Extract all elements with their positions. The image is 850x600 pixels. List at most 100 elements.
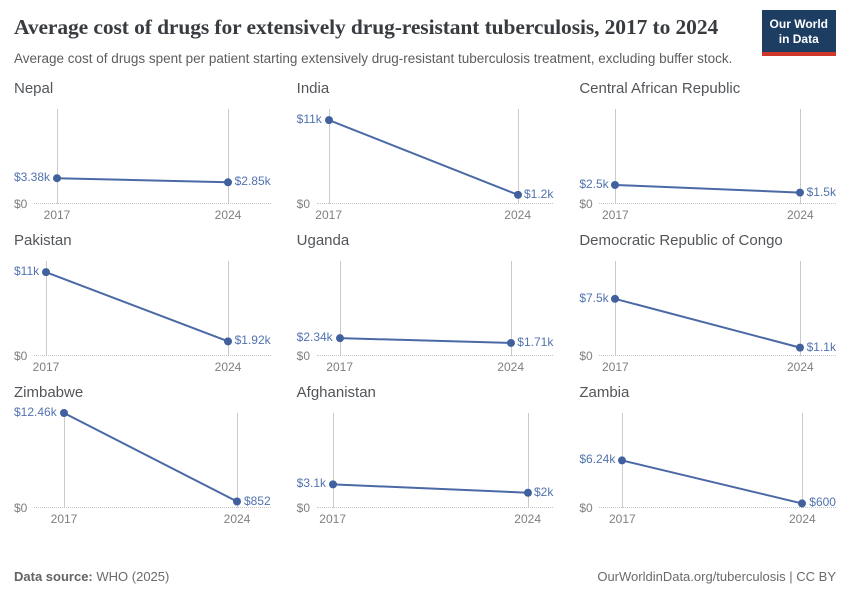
x-axis: 2017 2024 [297, 356, 554, 374]
facet-plot: $12.46k $852 $0 [14, 405, 271, 515]
facet-plot: $11k $1.2k $0 [296, 109, 554, 211]
trend-line-series [53, 174, 232, 187]
gridline-2017 [46, 261, 47, 357]
data-point-2017 [324, 116, 333, 125]
attribution: OurWorldinData.org/tuberculosis | CC BY [597, 569, 836, 584]
trend-line-series [60, 409, 241, 506]
x-axis: 2017 2024 [14, 508, 271, 526]
trend-line-series [324, 116, 522, 199]
x-axis: 2017 2024 [14, 204, 271, 222]
zero-baseline [34, 355, 271, 357]
facet-title: Nepal [14, 80, 54, 98]
facet: Pakistan $11k $1.92k $0 2017 2024 [14, 232, 271, 374]
facet-title: Democratic Republic of Congo [579, 232, 783, 250]
facet-plot: $11k $1.92k $0 [14, 261, 271, 363]
value-label-2024: $2.85k [234, 174, 271, 189]
value-label-2024: $1.5k [806, 184, 836, 199]
zero-baseline [316, 507, 554, 509]
x-tick-2024: 2024 [786, 360, 814, 375]
gridline-2024 [802, 413, 804, 509]
trend-line-series [611, 294, 805, 352]
x-tick-2024: 2024 [786, 208, 814, 223]
logo-line-1: Our World [769, 17, 828, 31]
gridline-2024 [800, 109, 802, 205]
facet: Zimbabwe $12.46k $852 $0 2017 2024 [14, 384, 271, 526]
gridline-2024 [527, 413, 529, 509]
gridline-2024 [228, 109, 229, 205]
value-label-2017: $7.5k [579, 290, 609, 305]
trend-line [332, 483, 528, 494]
value-label-2017: $3.38k [14, 170, 51, 185]
x-tick-2024: 2024 [514, 512, 542, 527]
gridline-2017 [615, 109, 617, 205]
facet: Uganda $2.34k $1.71k $0 2017 2024 [297, 232, 554, 374]
trend-line-series [335, 334, 515, 348]
zero-axis-label: $0 [579, 501, 593, 516]
x-tick-2024: 2024 [214, 208, 242, 223]
data-point-2024 [523, 488, 532, 497]
data-point-2024 [796, 188, 805, 197]
value-label-2017: $11k [296, 112, 322, 127]
data-point-2017 [42, 268, 50, 277]
x-axis: 2017 2024 [579, 204, 836, 222]
value-label-2024: $2k [533, 484, 554, 499]
x-tick-2024: 2024 [223, 512, 251, 527]
facet-plot: $2.34k $1.71k $0 [297, 261, 554, 363]
data-point-2024 [224, 337, 232, 346]
trend-line [328, 119, 519, 196]
trend-line [615, 297, 801, 349]
data-point-2024 [233, 497, 241, 506]
trend-line-series [611, 181, 805, 197]
x-axis: 2017 2024 [297, 508, 554, 526]
trend-line [45, 271, 229, 343]
value-label-2024: $1.71k [517, 335, 554, 350]
data-source: Data source: WHO (2025) [14, 569, 169, 584]
logo-line-2: in Data [778, 32, 819, 46]
facet-grid: Nepal $3.38k $2.85k $0 2017 2024 India [14, 80, 836, 526]
facet-title: Afghanistan [296, 384, 376, 402]
facet-plot: $3.38k $2.85k $0 [14, 109, 271, 211]
x-tick-2017: 2017 [326, 360, 354, 375]
x-tick-2017: 2017 [608, 512, 636, 527]
x-axis: 2017 2024 [579, 508, 836, 526]
facet: India $11k $1.2k $0 2017 2024 [297, 80, 554, 222]
facet-plot: $6.24k $600 $0 [579, 413, 836, 515]
gridline-2017 [339, 261, 341, 357]
value-label-2017: $2.5k [579, 177, 609, 191]
gridline-2024 [228, 261, 229, 357]
data-point-2024 [224, 178, 232, 187]
trend-line-series [618, 456, 807, 508]
x-axis: 2017 2024 [297, 204, 554, 222]
value-label-2024: $1.1k [806, 339, 836, 354]
owid-logo: Our World in Data [761, 10, 836, 56]
x-tick-2017: 2017 [43, 208, 71, 223]
zero-axis-label: $0 [296, 501, 311, 516]
gridline-2024 [517, 109, 519, 205]
gridline-2017 [328, 109, 330, 205]
facet: Democratic Republic of Congo $7.5k $1.1k… [579, 232, 836, 374]
facet-plot: $2.5k $1.5k $0 [579, 109, 836, 211]
chart-title: Average cost of drugs for extensively dr… [14, 15, 719, 39]
x-tick-2024: 2024 [214, 360, 242, 375]
data-point-2017 [618, 456, 627, 465]
x-tick-2017: 2017 [315, 208, 343, 223]
value-label-2024: $1.2k [523, 186, 554, 201]
value-label-2017: $12.46k [14, 405, 57, 420]
zero-axis-label: $0 [579, 349, 593, 364]
zero-axis-label: $0 [296, 349, 311, 364]
chart-subtitle: Average cost of drugs spent per patient … [14, 50, 733, 66]
data-source-label: Data source: [14, 569, 93, 584]
x-tick-2017: 2017 [319, 512, 347, 527]
zero-axis-label: $0 [296, 197, 311, 212]
zero-axis-label: $0 [14, 197, 28, 212]
gridline-2017 [64, 413, 65, 509]
data-point-2017 [53, 174, 61, 183]
data-point-2024 [506, 339, 515, 348]
data-point-2017 [60, 409, 68, 418]
trend-line-series [42, 268, 232, 346]
data-point-2017 [611, 181, 620, 190]
data-point-2024 [796, 343, 805, 352]
data-point-2024 [513, 190, 522, 199]
facet-title: Zambia [579, 384, 630, 402]
